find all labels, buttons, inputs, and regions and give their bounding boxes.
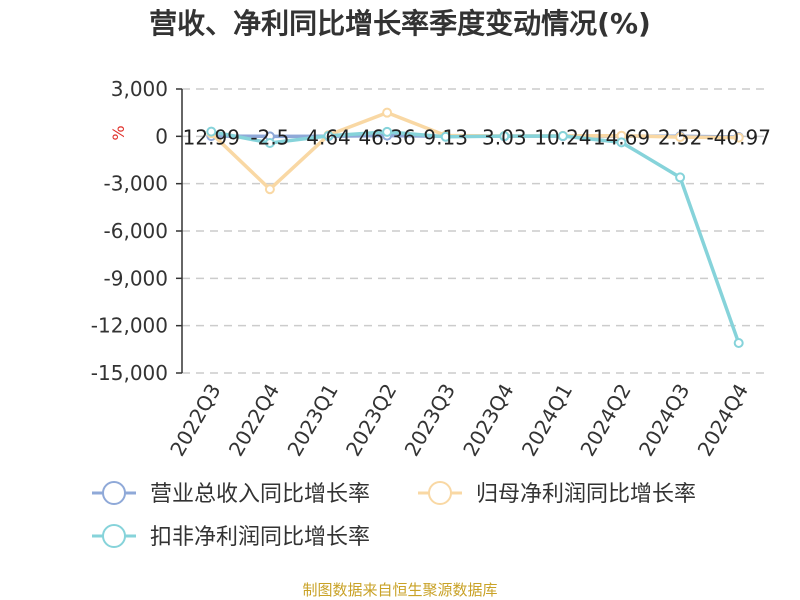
data-point [264,184,275,195]
x-tick-label: 2024Q2 [575,380,635,461]
data-label: 12.99 [183,125,240,149]
data-point [382,107,393,118]
data-point [206,126,217,137]
y-axis-unit: % [109,125,128,140]
data-label: 4.64 [306,125,351,149]
x-tick-label: 2022Q3 [165,380,225,461]
legend-label: 扣非净利润同比增长率 [150,525,370,550]
series-group [206,107,744,349]
legend-label: 营业总收入同比增长率 [150,482,370,507]
data-source: 制图数据来自恒生聚源数据库 [302,581,497,599]
y-tick-label: -3,000 [104,172,168,196]
y-tick-label: -9,000 [104,266,168,290]
data-label: -40.97 [706,125,770,149]
data-point [323,130,334,141]
x-tick-label: 2023Q4 [458,380,518,461]
data-point [616,137,627,148]
x-tick-label: 2022Q4 [224,380,284,461]
data-label: 3.03 [482,125,527,149]
legend-marker [428,481,452,505]
legend-label: 归母净利润同比增长率 [476,482,696,507]
data-labels: 12.99 -2.5 4.64 46.36 9.13 3.03 10.24 14.69 2.52… [183,125,771,149]
x-tick-label: 2023Q3 [400,380,460,461]
data-point [382,126,393,137]
x-tick-label: 2023Q2 [341,380,401,461]
data-label: 46.36 [358,125,415,149]
data-point [264,137,275,148]
chart-title: 营收、净利同比增长率季度变动情况(%) [149,7,651,40]
data-point [733,338,744,349]
y-tick-label: -6,000 [104,219,168,243]
data-point [557,131,568,142]
x-tick-label: 2024Q3 [634,380,694,461]
data-label: 9.13 [423,125,468,149]
x-tick-label: 2024Q4 [693,380,753,461]
series-line [210,129,741,344]
data-label: 14.69 [593,125,650,149]
y-tick-label: 0 [155,124,168,148]
x-tick-label: 2024Q1 [517,380,577,461]
y-axis-ticks: 3,000 0 -3,000 -6,000 -9,000 -12,000 -15,000 [91,77,182,385]
x-axis-ticks: 2022Q32022Q42023Q12023Q22023Q32023Q42024… [165,380,753,461]
data-point [675,132,686,143]
y-tick-label: -15,000 [91,361,168,385]
legend-marker [102,524,126,548]
y-tick-label: -12,000 [91,314,168,338]
data-label: 2.52 [658,125,703,149]
data-point [733,132,744,143]
y-tick-label: 3,000 [111,77,168,101]
series-line [210,110,739,191]
x-tick-label: 2023Q1 [282,380,342,461]
data-point [675,172,686,183]
legend-marker [102,481,126,505]
data-label: -2.5 [250,125,289,149]
data-point [499,131,510,142]
data-label: 10.24 [534,125,591,149]
data-point [440,131,451,142]
